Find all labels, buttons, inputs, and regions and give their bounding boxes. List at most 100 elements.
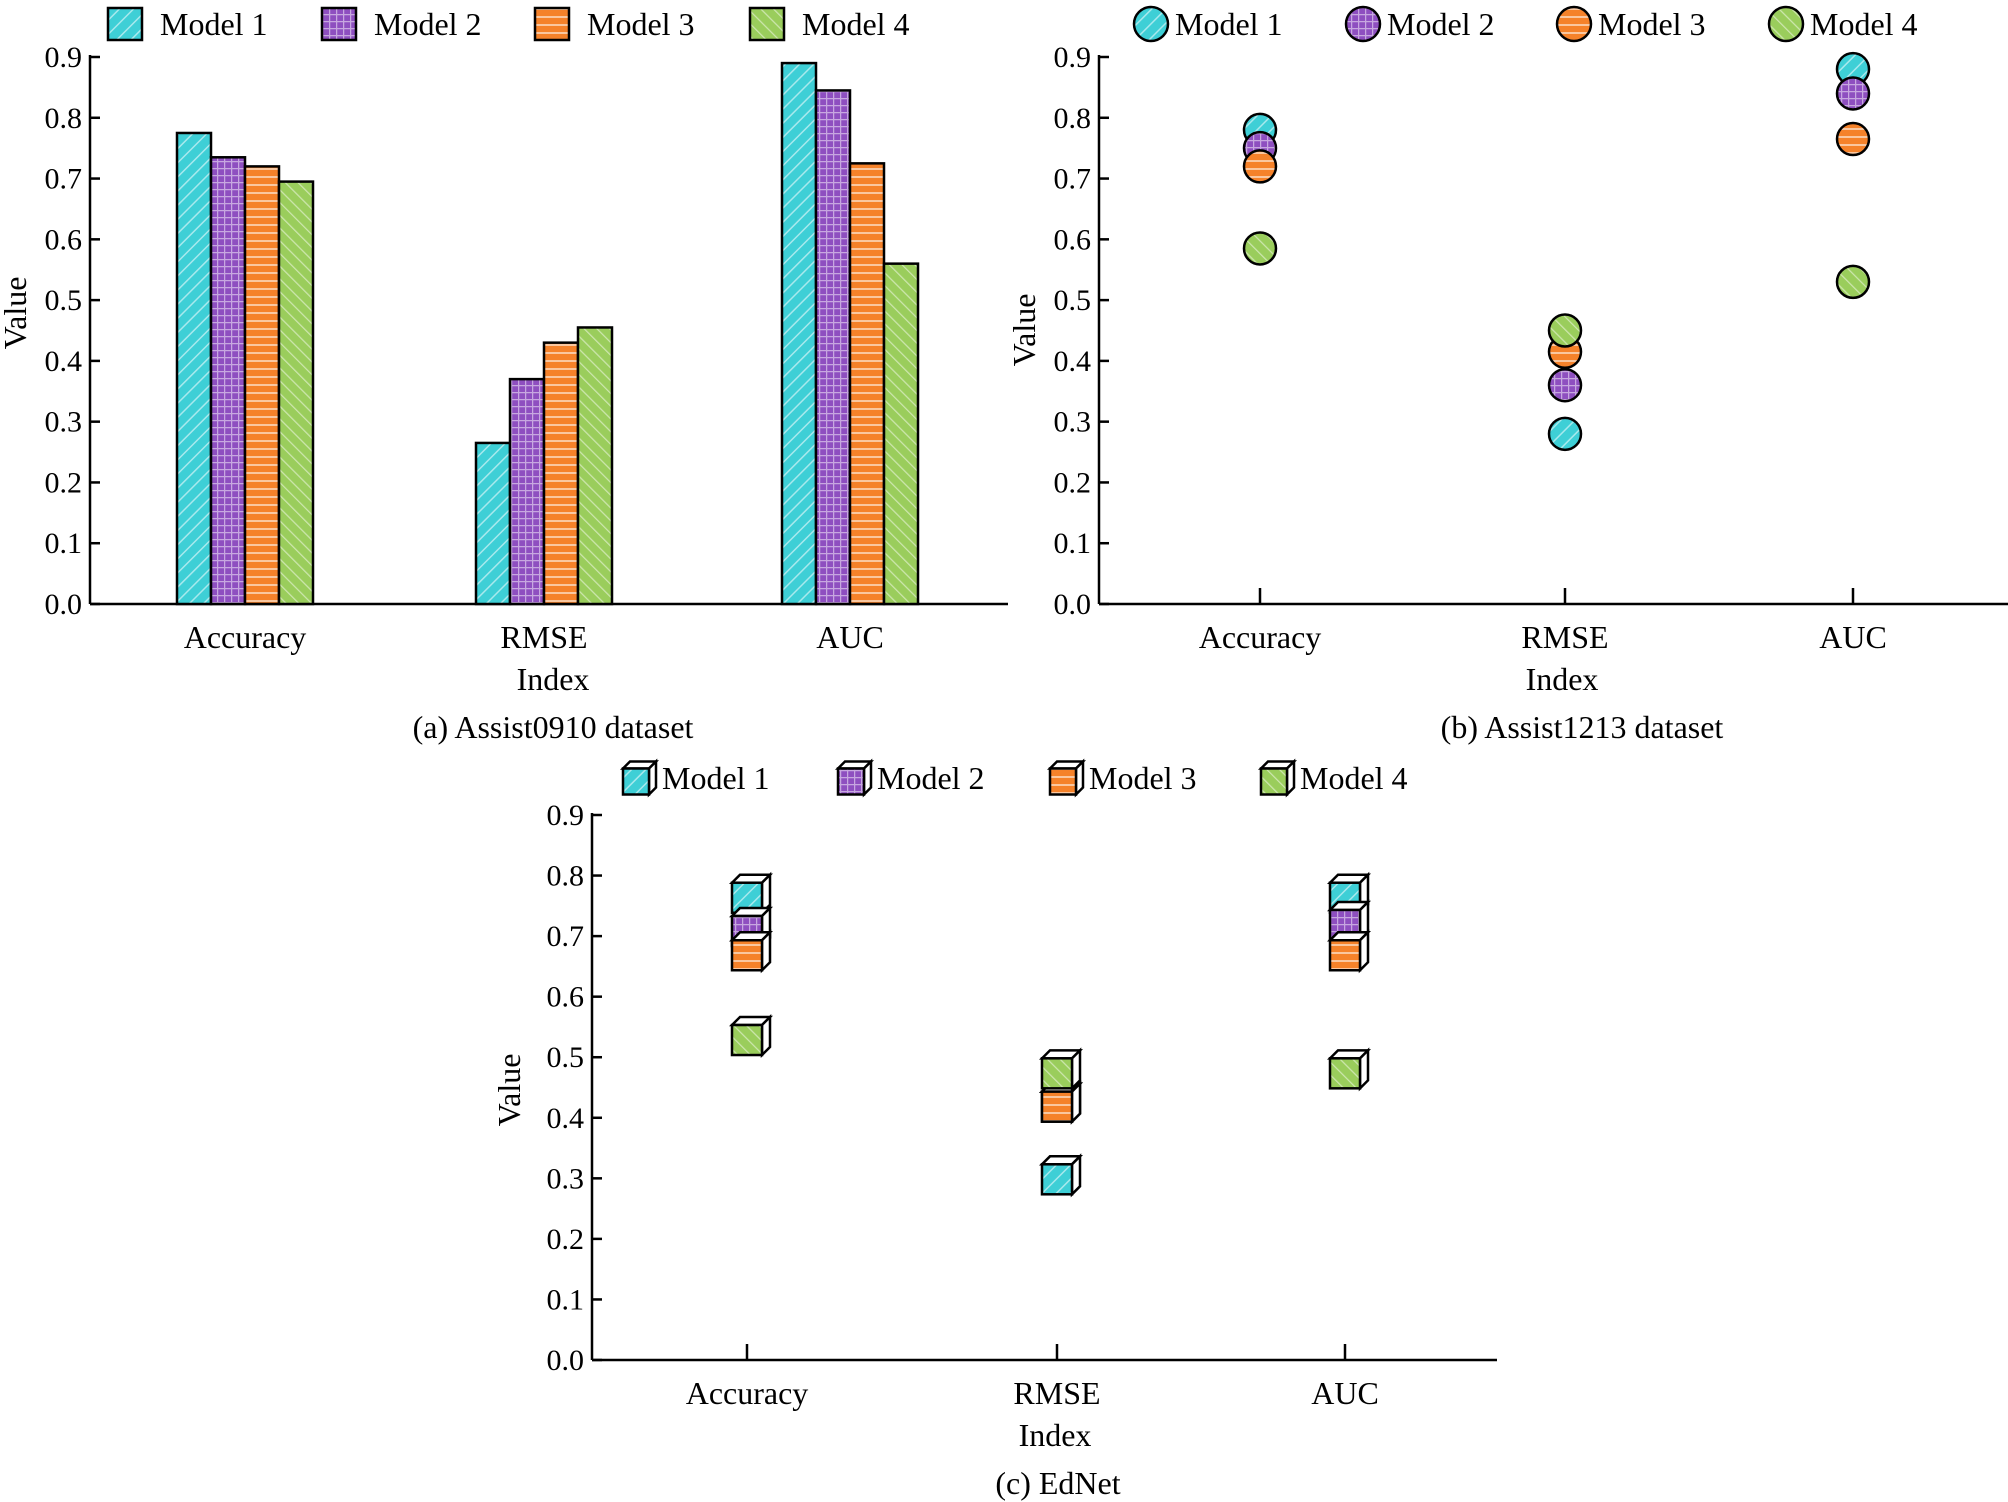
point-model-1-rmse: [1038, 1153, 1084, 1198]
panel-a-assist0910: Model 1 Model 2 Model 3 Model 4 0.0 0.1 0.2 0.…: [0, 6, 1008, 745]
y-tick-label: 0.6: [45, 223, 83, 256]
y-tick-label: 0.5: [1054, 284, 1092, 317]
point-model-4-accuracy: [1242, 231, 1278, 266]
point-model-1-rmse: [1547, 416, 1583, 452]
y-tick-label: 0.5: [45, 284, 83, 317]
x-axis-label-b: Index: [1526, 661, 1599, 697]
y-tick-label: 0.9: [547, 799, 585, 832]
x-tick-label: Accuracy: [1199, 619, 1322, 655]
legend-label: Model 2: [877, 760, 985, 796]
y-tick-label: 0.0: [547, 1344, 585, 1377]
legend-label: Model 1: [160, 6, 268, 42]
bar-model-1-auc: [780, 61, 818, 606]
caption-c: (c) EdNet: [995, 1465, 1120, 1501]
point-model-4-rmse: [1038, 1047, 1084, 1092]
y-tick-label: 0.8: [547, 860, 585, 893]
plot-area-c: 0.0 0.1 0.2 0.3 0.4 0.5 0.6 0.7 0.8 0.9 Accuracy RM…: [547, 799, 1497, 1411]
y-tick-label: 0.2: [547, 1223, 585, 1256]
y-axis-label-a: Value: [0, 277, 33, 350]
point-model-3-auc: [1326, 929, 1372, 974]
legend-item-model-1: Model 1: [106, 6, 268, 42]
x-tick-label: RMSE: [1521, 619, 1608, 655]
legend-item-model-4: Model 4: [748, 6, 910, 42]
point-model-4-auc: [1326, 1047, 1372, 1092]
x-tick-label: Accuracy: [686, 1375, 809, 1411]
x-tick-label: AUC: [1819, 619, 1887, 655]
plot-area-b: 0.0 0.1 0.2 0.3 0.4 0.5 0.6 0.7 0.8 0.9 Accuracy RM…: [1054, 41, 2008, 655]
y-tick-label: 0.1: [547, 1283, 585, 1316]
bar-model-4-auc: [882, 262, 920, 606]
legend-item-model-3: Model 3: [533, 6, 695, 42]
bar-model-3-accuracy: [243, 165, 281, 606]
bar-model-3-rmse: [542, 341, 580, 606]
x-tick-label: Accuracy: [184, 619, 307, 655]
y-tick-label: 0.4: [1054, 345, 1092, 378]
panel-c-ednet: Model 1 Model 2 Model 3 Model 4 0.0 0.1 0.2 0.…: [491, 758, 1497, 1501]
legend-label: Model 2: [1387, 6, 1495, 42]
bar-model-1-accuracy: [175, 131, 213, 606]
bar-model-2-accuracy: [209, 156, 247, 606]
point-model-4-accuracy: [728, 1014, 774, 1059]
y-tick-label: 0.4: [45, 345, 83, 378]
y-tick-label: 0.5: [547, 1041, 585, 1074]
caption-b: (b) Assist1213 dataset: [1441, 709, 1724, 745]
caption-a: (a) Assist0910 dataset: [413, 709, 694, 745]
y-tick-label: 0.7: [45, 163, 83, 196]
legend-item-model-2: Model 2: [834, 758, 985, 798]
bar-model-2-rmse: [508, 377, 546, 606]
y-tick-label: 0.9: [45, 41, 83, 74]
y-tick-label: 0.1: [1054, 527, 1092, 560]
y-tick-label: 0.7: [547, 920, 585, 953]
legend-c: Model 1 Model 2 Model 3 Model 4: [619, 758, 1408, 798]
bar-model-4-rmse: [576, 326, 614, 606]
legend-b: Model 1 Model 2 Model 3 Model 4: [1132, 5, 1918, 43]
y-tick-label: 0.0: [1054, 588, 1092, 621]
y-axis-label-c: Value: [491, 1054, 527, 1127]
x-tick-label: AUC: [1311, 1375, 1379, 1411]
legend-item-model-2: Model 2: [1344, 5, 1495, 43]
legend-label: Model 2: [374, 6, 482, 42]
legend-item-model-3: Model 3: [1555, 5, 1706, 43]
y-tick-label: 0.3: [45, 406, 83, 439]
y-tick-label: 0.4: [547, 1102, 585, 1135]
y-tick-label: 0.6: [1054, 223, 1092, 256]
legend-item-model-1: Model 1: [1132, 5, 1283, 43]
legend-label: Model 4: [1810, 6, 1918, 42]
legend-item-model-2: Model 2: [320, 6, 482, 42]
x-axis-label-a: Index: [517, 661, 590, 697]
y-tick-label: 0.2: [45, 466, 83, 499]
y-tick-label: 0.6: [547, 981, 585, 1014]
y-tick-label: 0.9: [1054, 41, 1092, 74]
point-model-3-accuracy: [728, 929, 774, 974]
bar-model-1-rmse: [474, 441, 512, 606]
legend-item-model-1: Model 1: [619, 758, 770, 798]
point-model-2-rmse: [1547, 367, 1583, 403]
y-tick-label: 0.3: [1054, 406, 1092, 439]
x-axis-label-c: Index: [1019, 1417, 1092, 1453]
y-tick-label: 0.7: [1054, 163, 1092, 196]
bar-model-4-accuracy: [277, 180, 315, 606]
bar-model-2-auc: [814, 89, 852, 606]
point-model-4-rmse: [1547, 313, 1583, 348]
legend-label: Model 4: [1300, 760, 1408, 796]
point-model-1-auc: [1835, 51, 1871, 87]
y-tick-label: 0.8: [45, 102, 83, 135]
legend-label: Model 4: [802, 6, 910, 42]
legend-label: Model 3: [587, 6, 695, 42]
legend-label: Model 3: [1089, 760, 1197, 796]
legend-label: Model 1: [662, 760, 770, 796]
x-tick-label: AUC: [816, 619, 884, 655]
bar-model-3-auc: [848, 162, 886, 606]
legend-a: Model 1 Model 2 Model 3 Model 4: [106, 6, 910, 42]
legend-item-model-3: Model 3: [1046, 758, 1197, 798]
point-model-2-auc: [1835, 76, 1871, 111]
point-model-4-auc: [1835, 264, 1871, 300]
y-tick-label: 0.3: [547, 1162, 585, 1195]
panel-b-assist1213: Model 1 Model 2 Model 3 Model 4 0.00.10.20.…: [1006, 5, 2008, 745]
legend-label: Model 3: [1598, 6, 1706, 42]
legend-item-model-4: Model 4: [1257, 758, 1408, 798]
y-tick-label: 0.1: [45, 527, 83, 560]
y-tick-label: 0.8: [1054, 102, 1092, 135]
y-tick-label: 0.0: [45, 588, 83, 621]
